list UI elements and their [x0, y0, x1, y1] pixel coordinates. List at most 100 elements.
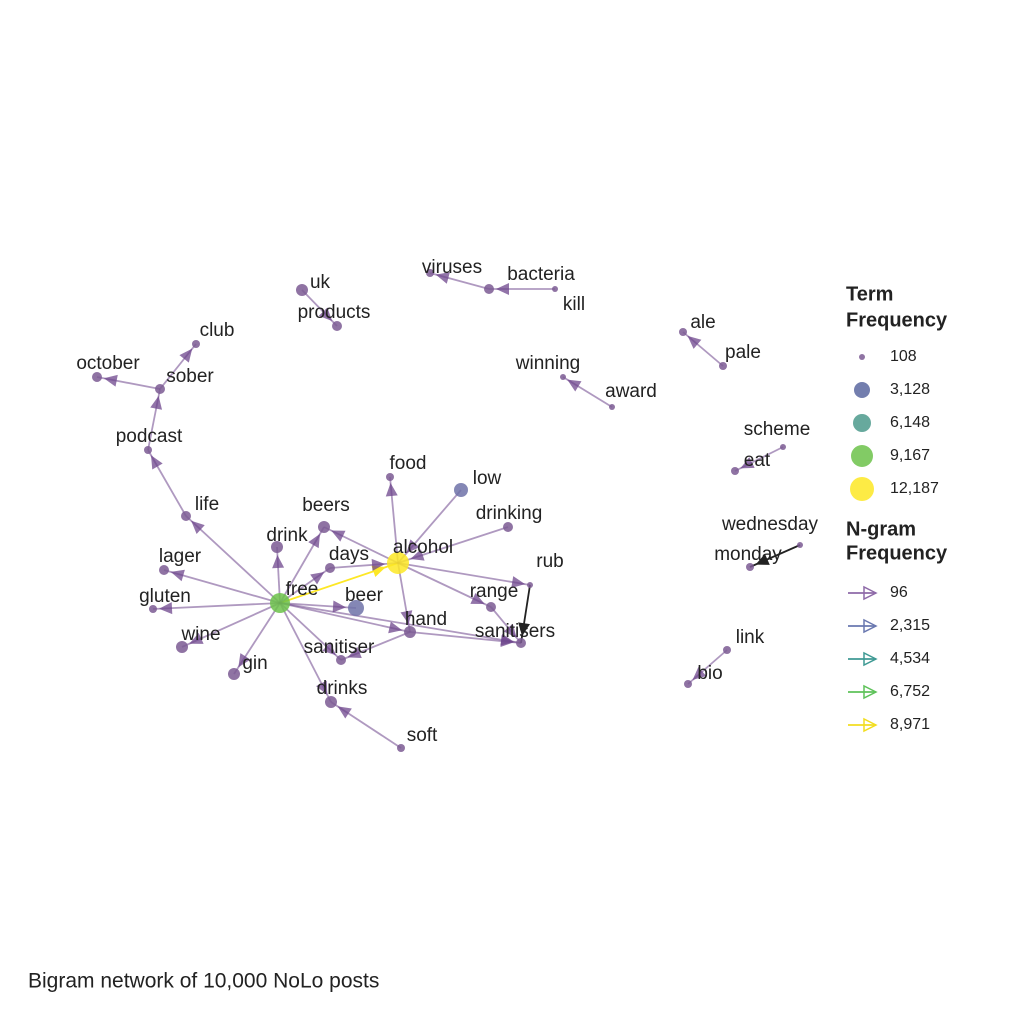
legend-swatch	[863, 717, 878, 733]
node-label: wednesday	[721, 514, 819, 535]
node	[296, 284, 308, 296]
legend-swatch	[863, 684, 878, 700]
node	[746, 563, 754, 571]
node-label: october	[76, 353, 140, 374]
arrowhead	[150, 395, 163, 410]
node	[516, 638, 526, 648]
arrowhead	[371, 558, 386, 571]
node-label: gin	[242, 653, 267, 674]
node	[155, 384, 165, 394]
legend-swatch	[850, 477, 874, 501]
node-label: life	[195, 494, 219, 515]
node-label: drinking	[476, 503, 543, 524]
edge	[397, 562, 531, 586]
legend-title: Term	[846, 283, 893, 305]
arrowhead	[410, 549, 425, 561]
caption: Bigram network of 10,000 NoLo posts	[28, 970, 379, 993]
node	[780, 444, 786, 450]
node	[387, 552, 409, 574]
edge	[329, 562, 399, 569]
node	[797, 542, 803, 548]
node	[159, 565, 169, 575]
node-label: food	[390, 453, 427, 474]
arrowhead	[503, 623, 517, 638]
edge	[279, 602, 522, 644]
node	[271, 541, 283, 553]
arrowhead	[331, 530, 346, 542]
node-label: scheme	[744, 419, 811, 440]
legend-label: 9,167	[890, 447, 930, 464]
legend-swatch	[851, 445, 873, 467]
edge	[152, 602, 281, 610]
arrowhead	[191, 520, 205, 534]
node	[486, 602, 496, 612]
node	[484, 284, 494, 294]
node-label: bacteria	[507, 264, 575, 285]
node	[454, 483, 468, 497]
node-label: alcohol	[393, 537, 453, 558]
arrowhead	[332, 600, 347, 613]
legend-label: 6,752	[890, 683, 930, 700]
node-label: sober	[166, 366, 214, 387]
node-label: uk	[310, 272, 331, 293]
node-label: soft	[407, 725, 438, 746]
node	[336, 655, 346, 665]
node-label: free	[286, 579, 319, 600]
legend-title: Frequency	[846, 309, 948, 331]
node	[386, 473, 394, 481]
arrowhead	[511, 576, 526, 588]
legend-label: 96	[890, 584, 908, 601]
arrowhead	[388, 621, 403, 634]
edge	[163, 569, 281, 604]
node-label: drink	[266, 525, 308, 546]
node-label: sanitiser	[304, 637, 375, 658]
node	[144, 446, 152, 454]
arrowhead	[310, 572, 325, 585]
legend-swatch	[863, 618, 878, 634]
edge	[279, 602, 411, 633]
node	[332, 321, 342, 331]
node-label: award	[605, 381, 657, 402]
node	[325, 563, 335, 573]
legend-swatch	[859, 354, 865, 360]
arrowhead	[158, 602, 173, 615]
node	[404, 626, 416, 638]
arrowhead	[740, 457, 755, 469]
node	[192, 340, 200, 348]
node-label: eat	[744, 450, 771, 471]
node-label: drinks	[317, 678, 368, 699]
node-label: beers	[302, 495, 350, 516]
node-label: bio	[697, 663, 722, 684]
arrowhead	[406, 539, 420, 554]
node	[426, 269, 434, 277]
node-label: hand	[405, 609, 447, 630]
node	[719, 362, 727, 370]
legend-title: N-gram	[846, 518, 916, 540]
node	[270, 593, 290, 613]
node	[527, 582, 533, 588]
node	[325, 696, 337, 708]
node-label: beer	[345, 585, 384, 606]
node	[731, 467, 739, 475]
node	[348, 600, 364, 616]
legend-label: 12,187	[890, 480, 939, 497]
arrowhead	[337, 706, 352, 719]
node-label: podcast	[116, 426, 183, 447]
arrowhead	[322, 641, 336, 656]
node	[609, 404, 615, 410]
node-label: range	[470, 581, 519, 602]
node-label: low	[473, 468, 502, 489]
arrowhead	[189, 632, 204, 644]
arrowhead	[272, 554, 285, 569]
node	[560, 374, 566, 380]
node	[679, 328, 687, 336]
node	[318, 521, 330, 533]
arrowhead	[470, 593, 485, 605]
node-label: viruses	[422, 257, 482, 278]
arrowhead	[179, 348, 193, 363]
node-label: ale	[690, 312, 715, 333]
legend-label: 108	[890, 348, 917, 365]
arrowhead	[308, 533, 320, 549]
node-label: monday	[714, 544, 782, 565]
node-label: lager	[159, 546, 202, 567]
